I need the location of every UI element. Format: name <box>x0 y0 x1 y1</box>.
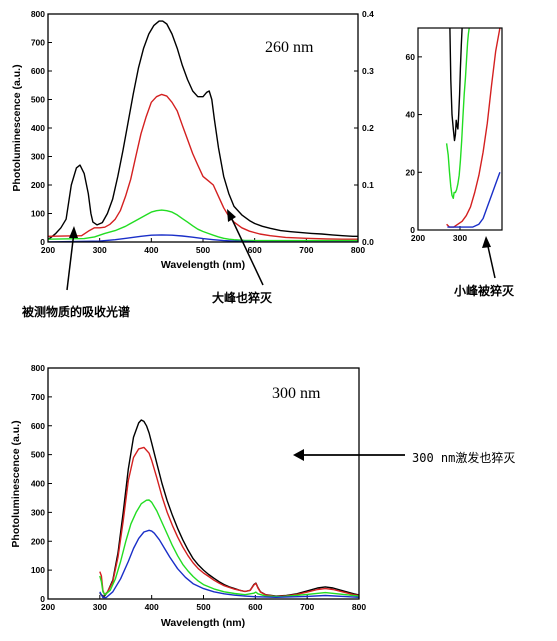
arrow-big-peak-head <box>227 209 236 222</box>
top-y2-tick-label: 0.0 <box>362 237 374 247</box>
top-y-tick-label: 300 <box>31 152 45 162</box>
inset-series-green <box>445 28 470 199</box>
top-series-group <box>48 20 358 242</box>
inset-y-tick-label: 20 <box>406 167 416 177</box>
bottom-annotation-300nm: 300 nm <box>272 385 321 402</box>
bottom-y-tick-label: 200 <box>31 536 45 546</box>
top-annotation-260nm: 260 nm <box>265 39 314 56</box>
top-y-axis-label: Photoluminescence (a.u.) <box>11 64 23 191</box>
inset-y-tick-label: 60 <box>406 52 416 62</box>
top-x-tick-label: 300 <box>93 245 107 255</box>
note-big-peak: 大峰也猝灭 <box>212 290 273 305</box>
bottom-y-tick-label: 400 <box>31 479 45 489</box>
top-series-black <box>48 20 358 240</box>
top-x-tick-label: 800 <box>351 245 365 255</box>
bottom-y-tick-label: 100 <box>31 565 45 575</box>
top-x-tick-label: 200 <box>41 245 55 255</box>
top-y2-tick-label: 0.1 <box>362 180 374 190</box>
top-series-red <box>48 93 358 240</box>
top-y-tick-label: 200 <box>31 180 45 190</box>
arrow-big-peak <box>229 214 264 286</box>
top-y-tick-label: 100 <box>31 209 45 219</box>
note-300nm: 300 nm激发也猝灭 <box>412 450 515 465</box>
top-series-blue <box>48 234 358 242</box>
chart-top: 200 300 400 500 600 700 800 0 100 200 300 400 500 600… <box>11 9 374 271</box>
bottom-x-tick-label: 500 <box>196 602 210 612</box>
bottom-x-tick-label: 400 <box>145 602 159 612</box>
bottom-ticks: 200 300 400 500 600 700 800 0 100 200 300 400 500 600… <box>31 363 367 612</box>
top-ticks: 200 300 400 500 600 700 800 0 100 200 300 400 500 600… <box>31 9 374 255</box>
top-y2-tick-label: 0.2 <box>362 123 374 133</box>
bottom-x-axis-label: Wavelength (nm) <box>161 617 245 629</box>
inset-plot-frame <box>417 27 503 231</box>
top-plot-frame <box>47 13 359 243</box>
top-x-axis-label: Wavelength (nm) <box>161 259 245 271</box>
inset-x-tick-label: 200 <box>411 233 425 243</box>
top-x-tick-label: 400 <box>144 245 158 255</box>
bottom-x-tick-label: 600 <box>248 602 262 612</box>
chart-bottom: 200 300 400 500 600 700 800 0 100 200 300 400 500 600… <box>10 363 366 629</box>
top-series-green <box>48 209 358 242</box>
bottom-y-tick-label: 600 <box>31 421 45 431</box>
inset-series-group <box>445 28 501 228</box>
arrow-absorption-head <box>69 226 78 238</box>
arrow-small-peak <box>486 241 496 279</box>
top-x-tick-label: 500 <box>196 245 210 255</box>
top-x-tick-label: 700 <box>299 245 313 255</box>
bottom-y-tick-label: 500 <box>31 450 45 460</box>
inset-y-tick-label: 0 <box>410 225 415 235</box>
bottom-series-group <box>99 419 359 599</box>
note-small-peak: 小峰被猝灭 <box>454 283 515 298</box>
top-y-tick-label: 400 <box>31 123 45 133</box>
bottom-x-tick-label: 700 <box>300 602 314 612</box>
top-y2-tick-label: 0.4 <box>362 9 374 19</box>
bottom-y-tick-label: 800 <box>31 363 45 373</box>
inset-x-tick-label: 300 <box>453 233 467 243</box>
bottom-series-green <box>99 499 359 598</box>
bottom-y-tick-label: 700 <box>31 392 45 402</box>
inset-y-tick-label: 40 <box>406 110 416 120</box>
bottom-x-tick-label: 300 <box>93 602 107 612</box>
note-absorption: 被测物质的吸收光谱 <box>22 304 130 319</box>
chart-inset: 200 300 0 20 40 60 <box>406 27 503 243</box>
top-y-tick-label: 600 <box>31 66 45 76</box>
top-y-tick-label: 500 <box>31 95 45 105</box>
arrow-absorption <box>66 231 75 291</box>
top-y-tick-label: 700 <box>31 38 45 48</box>
bottom-y-tick-label: 0 <box>40 594 45 604</box>
inset-series-black <box>449 28 463 142</box>
arrow-small-peak-head <box>482 236 491 248</box>
bottom-y-axis-label: Photoluminescence (a.u.) <box>10 420 22 547</box>
arrow-300nm-head <box>293 449 304 461</box>
top-y2-tick-label: 0.3 <box>362 66 374 76</box>
annotation-arrows <box>66 209 496 461</box>
bottom-y-tick-label: 300 <box>31 507 45 517</box>
top-y-tick-label: 0 <box>40 237 45 247</box>
top-y-tick-label: 800 <box>31 9 45 19</box>
bottom-x-tick-label: 200 <box>41 602 55 612</box>
inset-series-blue <box>447 172 501 228</box>
bottom-x-tick-label: 800 <box>352 602 366 612</box>
bottom-series-blue <box>99 529 359 599</box>
top-x-tick-label: 600 <box>248 245 262 255</box>
bottom-plot-frame <box>47 367 360 600</box>
